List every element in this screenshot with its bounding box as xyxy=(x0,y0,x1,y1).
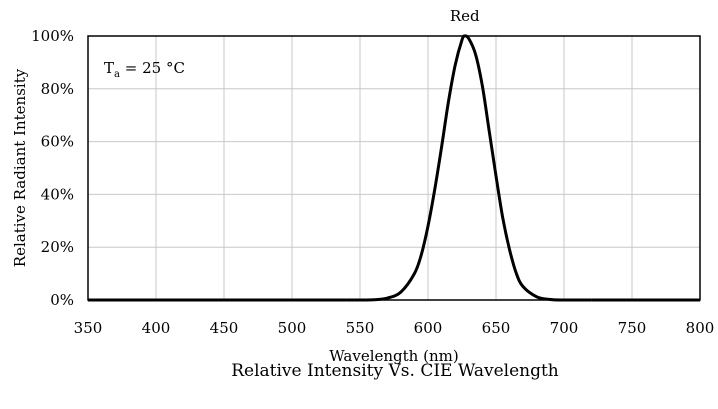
x-tick-label: 500 xyxy=(278,319,307,337)
y-tick-label: 80% xyxy=(41,80,74,98)
x-tick-label: 700 xyxy=(550,319,579,337)
series-label-red: Red xyxy=(450,7,480,25)
y-axis-ticks: 0% 20% 40% 60% 80% 100% xyxy=(31,27,74,309)
annotation-main: T xyxy=(104,59,114,77)
annotation-subscript: a xyxy=(114,69,120,80)
x-tick-label: 600 xyxy=(414,319,443,337)
series-line-red xyxy=(346,34,592,302)
plot-area-frame xyxy=(87,35,701,301)
annotation-rest: = 25 °C xyxy=(120,59,185,77)
series-lines xyxy=(88,34,700,302)
y-tick-label: 100% xyxy=(31,27,74,45)
y-tick-label: 20% xyxy=(41,238,74,256)
x-tick-label: 800 xyxy=(686,319,715,337)
y-axis-label: Relative Radiant Intensity xyxy=(11,68,29,267)
y-tick-label: 0% xyxy=(50,291,74,309)
temperature-annotation: Ta = 25 °C xyxy=(104,59,185,80)
x-axis-label: Wavelength (nm) xyxy=(329,347,458,365)
x-axis-ticks: 350 400 450 500 550 600 650 700 750 800 xyxy=(74,319,715,337)
x-tick-label: 450 xyxy=(210,319,239,337)
x-tick-label: 650 xyxy=(482,319,511,337)
x-tick-label: 350 xyxy=(74,319,103,337)
chart-caption: Relative Intensity Vs. CIE Wavelength xyxy=(231,361,559,381)
x-tick-label: 550 xyxy=(346,319,375,337)
y-tick-label: 40% xyxy=(41,185,74,203)
x-tick-label: 400 xyxy=(142,319,171,337)
y-tick-label: 60% xyxy=(41,133,74,151)
x-tick-label: 750 xyxy=(618,319,647,337)
